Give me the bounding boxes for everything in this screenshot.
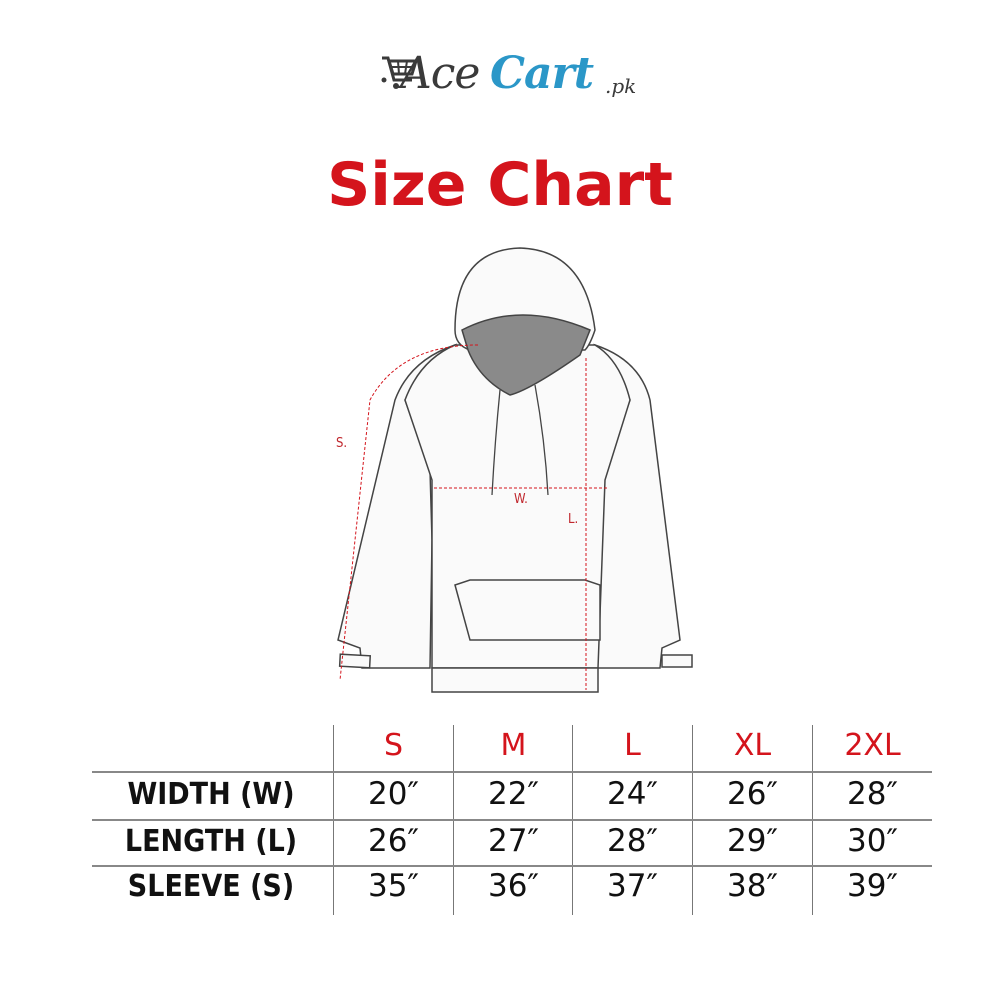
table-cell: 39″	[846, 868, 899, 904]
table-divider	[92, 771, 932, 773]
row-label-sleeve: SLEEVE (S)	[127, 869, 295, 904]
shopping-cart-icon	[381, 56, 419, 89]
table-cell: 27″	[487, 823, 540, 859]
length-measure-label: L.	[568, 512, 579, 527]
row-label-length: LENGTH (L)	[124, 824, 298, 859]
page-title: Size Chart	[327, 150, 673, 220]
size-header-m: M	[500, 728, 527, 763]
table-cell: 26″	[367, 823, 420, 859]
size-header-l: L	[624, 728, 641, 763]
table-cell: 37″	[606, 868, 659, 904]
logo-text-ace: Ace	[400, 48, 480, 99]
size-header-xl: XL	[733, 728, 772, 763]
hoodie-diagram	[337, 247, 693, 693]
size-header-s: S	[383, 728, 404, 763]
row-label-width: WIDTH (W)	[127, 777, 295, 812]
table-divider	[92, 865, 932, 867]
table-cell: 30″	[846, 823, 899, 859]
logo-text-cart: Cart	[490, 48, 594, 99]
table-cell: 28″	[846, 776, 899, 812]
logo-text-suffix: .pk	[605, 74, 637, 98]
size-header-2xl: 2XL	[844, 728, 901, 763]
table-divider	[92, 819, 932, 821]
table-cell: 29″	[726, 823, 779, 859]
table-cell: 35″	[367, 868, 420, 904]
table-cell: 38″	[726, 868, 779, 904]
table-cell: 26″	[726, 776, 779, 812]
width-measure-label: W.	[514, 492, 528, 507]
acecart-logo: Ace Cart .pk	[380, 48, 680, 118]
table-cell: 20″	[367, 776, 420, 812]
table-cell: 28″	[606, 823, 659, 859]
sleeve-measure-label: S.	[336, 436, 348, 451]
table-cell: 24″	[606, 776, 659, 812]
table-cell: 22″	[487, 776, 540, 812]
table-cell: 36″	[487, 868, 540, 904]
